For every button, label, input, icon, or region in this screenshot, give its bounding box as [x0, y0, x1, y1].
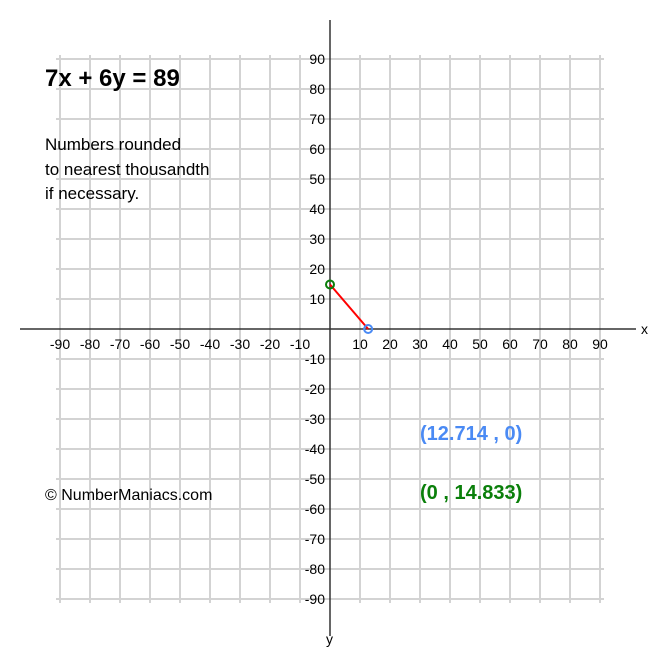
y-tick-label: -80: [305, 561, 325, 577]
y-intercept-point: [325, 279, 335, 290]
y-tick-label: -70: [305, 531, 325, 547]
y-tick-label: 40: [309, 201, 325, 217]
y-tick-label: -30: [305, 411, 325, 427]
x-tick-label: 30: [412, 336, 428, 352]
point-label-y-intercept: (0 , 14.833): [420, 482, 522, 504]
y-tick-label: -10: [305, 351, 325, 367]
marks: [325, 279, 374, 334]
x-axis-label: x: [641, 321, 648, 337]
line-segment: [329, 283, 369, 330]
x-tick-label: -10: [290, 336, 310, 352]
x-tick-label: 90: [592, 336, 608, 352]
copyright: © NumberManiacs.com: [45, 487, 212, 504]
x-tick-label: -70: [110, 336, 130, 352]
x-tick-label: -30: [230, 336, 250, 352]
y-tick-label: 10: [309, 291, 325, 307]
y-tick-label: 60: [309, 141, 325, 157]
x-tick-label: 20: [382, 336, 398, 352]
axes: [20, 20, 636, 636]
x-tick-label: -80: [80, 336, 100, 352]
x-tick-label: 50: [472, 336, 488, 352]
x-tick-label: 80: [562, 336, 578, 352]
y-tick-label: -90: [305, 591, 325, 607]
x-tick-label: -90: [50, 336, 70, 352]
chart-title: 7x + 6y = 89: [45, 65, 180, 92]
x-intercept-point: [363, 324, 374, 334]
subtitle-line-1: Numbers rounded: [45, 135, 181, 154]
y-tick-label: 70: [309, 111, 325, 127]
y-tick-label: -40: [305, 441, 325, 457]
y-tick-label: 80: [309, 81, 325, 97]
y-tick-label: -50: [305, 471, 325, 487]
x-tick-label: 40: [442, 336, 458, 352]
y-tick-label: -20: [305, 381, 325, 397]
y-axis-label: y: [326, 631, 333, 647]
x-tick-label: 60: [502, 336, 518, 352]
x-tick-label: -40: [200, 336, 220, 352]
y-tick-label: 30: [309, 231, 325, 247]
y-tick-label: -60: [305, 501, 325, 517]
subtitle-line-3: if necessary.: [45, 184, 139, 203]
x-tick-label: -20: [260, 336, 280, 352]
x-tick-label: -50: [170, 336, 190, 352]
x-tick-label: -60: [140, 336, 160, 352]
subtitle-line-2: to nearest thousandth: [45, 160, 209, 179]
y-tick-label: 90: [309, 51, 325, 67]
tick-labels: -90 -80 -70 -60 -50 -40 -30 -20 -10 10 20 30 40 50 60 7…: [50, 51, 608, 607]
x-tick-label: 10: [352, 336, 368, 352]
x-tick-label: 70: [532, 336, 548, 352]
point-label-x-intercept: (12.714 , 0): [420, 423, 522, 445]
y-tick-label: 50: [309, 171, 325, 187]
y-tick-label: 20: [309, 261, 325, 277]
